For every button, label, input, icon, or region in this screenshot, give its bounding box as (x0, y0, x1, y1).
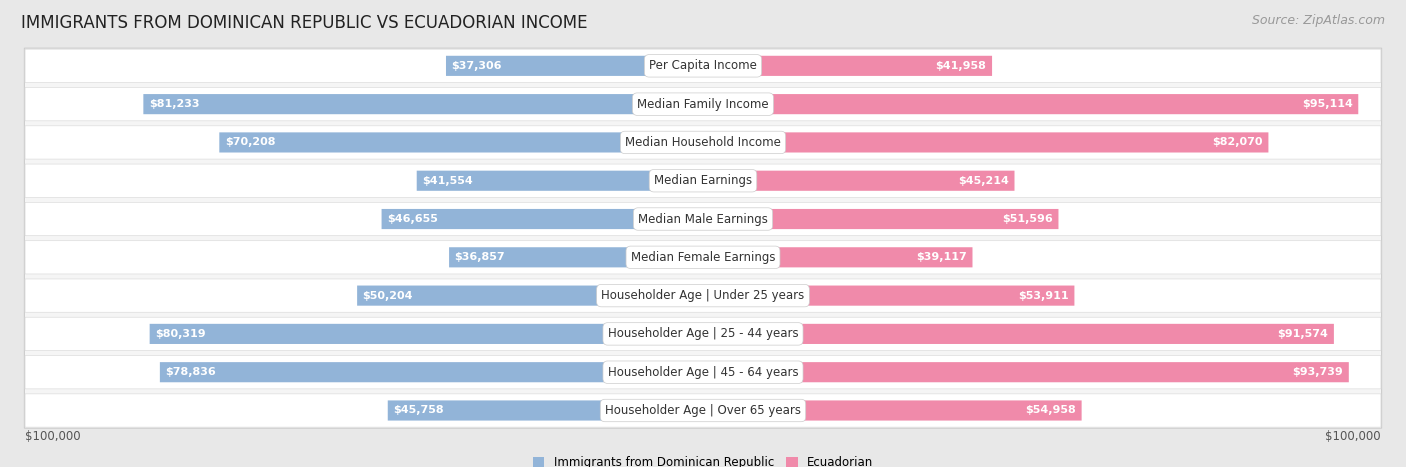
Text: $80,319: $80,319 (155, 329, 205, 339)
Text: Source: ZipAtlas.com: Source: ZipAtlas.com (1251, 14, 1385, 27)
Text: $78,836: $78,836 (166, 367, 217, 377)
FancyBboxPatch shape (25, 317, 1381, 351)
Text: $51,596: $51,596 (1002, 214, 1053, 224)
Text: IMMIGRANTS FROM DOMINICAN REPUBLIC VS ECUADORIAN INCOME: IMMIGRANTS FROM DOMINICAN REPUBLIC VS EC… (21, 14, 588, 32)
FancyBboxPatch shape (388, 400, 703, 421)
Text: $91,574: $91,574 (1278, 329, 1329, 339)
Text: Householder Age | Under 25 years: Householder Age | Under 25 years (602, 289, 804, 302)
FancyBboxPatch shape (149, 324, 703, 344)
Text: $100,000: $100,000 (25, 430, 80, 443)
FancyBboxPatch shape (416, 170, 703, 191)
Text: $46,655: $46,655 (387, 214, 437, 224)
Text: Median Male Earnings: Median Male Earnings (638, 212, 768, 226)
Text: Householder Age | 25 - 44 years: Householder Age | 25 - 44 years (607, 327, 799, 340)
Text: $54,958: $54,958 (1025, 405, 1076, 416)
Text: Median Household Income: Median Household Income (626, 136, 780, 149)
Text: $39,117: $39,117 (917, 252, 967, 262)
FancyBboxPatch shape (219, 132, 703, 153)
Text: Householder Age | Over 65 years: Householder Age | Over 65 years (605, 404, 801, 417)
FancyBboxPatch shape (703, 132, 1268, 153)
FancyBboxPatch shape (703, 362, 1348, 382)
Text: Median Family Income: Median Family Income (637, 98, 769, 111)
Text: $53,911: $53,911 (1018, 290, 1069, 301)
FancyBboxPatch shape (25, 164, 1381, 198)
FancyBboxPatch shape (703, 400, 1081, 421)
FancyBboxPatch shape (25, 87, 1381, 121)
Text: $37,306: $37,306 (451, 61, 502, 71)
FancyBboxPatch shape (703, 170, 1015, 191)
FancyBboxPatch shape (703, 247, 973, 268)
FancyBboxPatch shape (703, 324, 1334, 344)
FancyBboxPatch shape (703, 56, 993, 76)
Text: $36,857: $36,857 (454, 252, 505, 262)
Text: $41,554: $41,554 (422, 176, 472, 186)
FancyBboxPatch shape (446, 56, 703, 76)
FancyBboxPatch shape (25, 355, 1381, 389)
Text: Median Female Earnings: Median Female Earnings (631, 251, 775, 264)
FancyBboxPatch shape (25, 279, 1381, 312)
Legend: Immigrants from Dominican Republic, Ecuadorian: Immigrants from Dominican Republic, Ecua… (527, 451, 879, 467)
FancyBboxPatch shape (25, 126, 1381, 159)
FancyBboxPatch shape (381, 209, 703, 229)
Text: Median Earnings: Median Earnings (654, 174, 752, 187)
FancyBboxPatch shape (25, 202, 1381, 236)
FancyBboxPatch shape (25, 394, 1381, 427)
FancyBboxPatch shape (703, 285, 1074, 306)
Text: $45,214: $45,214 (957, 176, 1010, 186)
FancyBboxPatch shape (25, 241, 1381, 274)
Text: $81,233: $81,233 (149, 99, 200, 109)
FancyBboxPatch shape (25, 49, 1381, 83)
Text: $100,000: $100,000 (1326, 430, 1381, 443)
FancyBboxPatch shape (24, 48, 1382, 428)
FancyBboxPatch shape (703, 94, 1358, 114)
Text: $95,114: $95,114 (1302, 99, 1353, 109)
Text: $41,958: $41,958 (935, 61, 987, 71)
FancyBboxPatch shape (160, 362, 703, 382)
FancyBboxPatch shape (449, 247, 703, 268)
FancyBboxPatch shape (703, 209, 1059, 229)
Text: $82,070: $82,070 (1212, 137, 1263, 148)
FancyBboxPatch shape (143, 94, 703, 114)
Text: Per Capita Income: Per Capita Income (650, 59, 756, 72)
FancyBboxPatch shape (357, 285, 703, 306)
Text: $70,208: $70,208 (225, 137, 276, 148)
Text: $45,758: $45,758 (394, 405, 444, 416)
Text: $93,739: $93,739 (1292, 367, 1343, 377)
Text: $50,204: $50,204 (363, 290, 413, 301)
Text: Householder Age | 45 - 64 years: Householder Age | 45 - 64 years (607, 366, 799, 379)
